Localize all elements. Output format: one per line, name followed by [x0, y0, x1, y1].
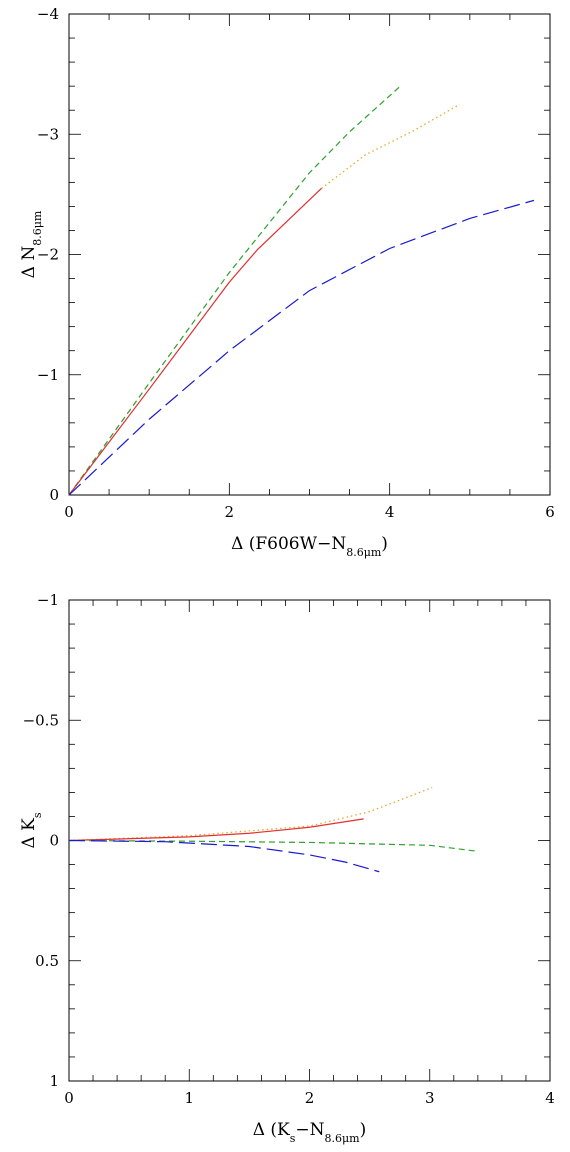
x-tick-label: 2: [305, 1089, 315, 1107]
y-tick-label: 0.5: [35, 952, 59, 970]
x-tick-label: 3: [425, 1089, 435, 1107]
series-line-solid: [68, 187, 322, 496]
y-axis-title: Δ Ks: [19, 812, 44, 848]
y-tick-label: −4: [37, 5, 59, 23]
x-tick-label: 4: [385, 503, 395, 521]
y-axis-title: Δ N8.6μm: [19, 210, 44, 278]
y-tick-label: −1: [37, 366, 59, 384]
x-tick-label: 0: [64, 503, 74, 521]
series-line-dotted: [68, 787, 433, 842]
y-tick-label: 0: [49, 832, 59, 850]
x-axis-title: Δ (F606W−N8.6μm): [231, 534, 388, 559]
x-tick-label: 1: [184, 1089, 194, 1107]
series-line-longdash: [68, 199, 535, 496]
x-tick-label: 4: [545, 1089, 555, 1107]
x-axis-title: Δ (Ks−N8.6μm): [253, 1120, 367, 1145]
y-tick-label: 1: [49, 1072, 59, 1090]
bottom-panel: 0 1 2 3 410.50−0.5−1Δ (Ks−N8.6μm)Δ Ks: [19, 591, 555, 1145]
y-tick-label: −2: [37, 246, 59, 264]
y-tick-label: −0.5: [23, 711, 59, 729]
x-tick-label: 0: [64, 1089, 74, 1107]
top-panel: 0 2 4 6 0 −1 −2 −3 −4 Δ (F606W−N8.6μm) Δ N8.6μm: [19, 5, 555, 559]
plot-frame: [68, 13, 551, 496]
x-tick-label: 6: [545, 503, 555, 521]
series-line-dotted: [321, 104, 459, 189]
x-tick-label: 2: [225, 503, 235, 521]
y-tick-label: −1: [37, 591, 59, 609]
y-tick-label: −3: [37, 125, 59, 143]
series-line-longdash: [68, 839, 380, 873]
series-line-dashed: [68, 84, 403, 496]
series-line-solid: [68, 818, 364, 842]
y-tick-label: 0: [49, 486, 59, 504]
